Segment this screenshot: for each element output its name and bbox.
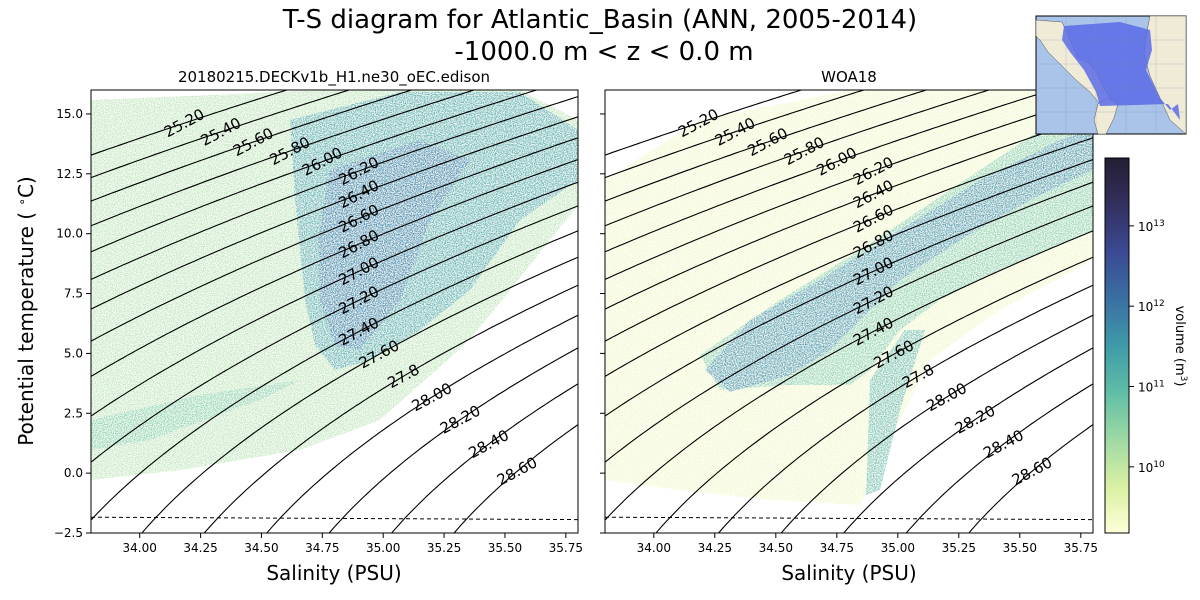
density-contour-l-4 (91, 90, 539, 253)
y-axis-label: Potential temperature ( ∘C) (14, 176, 38, 446)
right-x-axis-label: Salinity (PSU) (781, 561, 916, 585)
density-contour-l-15 (328, 347, 578, 533)
y-tick-label: 12.5 (56, 167, 83, 181)
y-tick-label: 10.0 (56, 227, 83, 241)
colorbar-tick-label: 1013 (1138, 219, 1165, 234)
density-contour-l-9 (91, 181, 578, 417)
x-tick-label: 35.00 (366, 541, 400, 555)
x-tick-label: 35.50 (488, 541, 522, 555)
colorbar-label: volume (m3) (1172, 306, 1188, 387)
right-freezing-line (605, 516, 1093, 521)
density-contour-r-16 (905, 383, 1093, 533)
atlantic-basin-map (1035, 15, 1187, 135)
density-contour-l-7 (91, 137, 578, 342)
density-contour-r-4 (605, 90, 1054, 253)
density-contour-r-8 (605, 158, 1093, 377)
density-contour-r-6 (605, 116, 1093, 310)
y-tick-label: 2.5 (64, 406, 83, 420)
x-tick-label: 34.75 (305, 541, 339, 555)
y-tick-label: 0.0 (64, 466, 83, 480)
x-tick-label: 34.75 (820, 541, 854, 555)
density-contour-l-16 (390, 383, 578, 533)
density-contour-label-r-14: 28.00 (923, 379, 969, 415)
y-tick-label: 15.0 (56, 107, 83, 121)
figure-title: T-S diagram for Atlantic_Basin (ANN, 200… (282, 5, 917, 35)
x-tick-label: 35.50 (1003, 541, 1037, 555)
left-volume-distribution (91, 90, 578, 480)
density-contour-l-6 (91, 116, 578, 310)
left-x-axis: 34.00 34.25 34.50 34.75 35.00 35.25 35.50 35.75 (123, 533, 583, 555)
colorbar-ticks: 1010 1011 1012 1013 (1129, 219, 1165, 475)
density-contour-l-17 (453, 424, 578, 533)
left-density-peak (318, 140, 470, 350)
density-contour-r-1 (605, 90, 866, 179)
density-contour-l-2 (91, 90, 414, 202)
x-tick-label: 35.75 (549, 541, 583, 555)
x-tick-label: 34.00 (637, 541, 671, 555)
left-axes-frame (90, 89, 579, 534)
density-contour-r-10 (605, 205, 1093, 463)
x-tick-label: 34.00 (123, 541, 157, 555)
density-contour-r-7 (605, 137, 1093, 342)
density-contour-r-14 (780, 314, 1093, 533)
left-x-axis-label: Salinity (PSU) (266, 561, 401, 585)
density-contour-r-12 (655, 256, 1093, 533)
right-ts-heatmap: 25.2025.4025.6025.8026.0026.2026.4026.60… (605, 90, 1093, 533)
density-contour-l-10 (91, 205, 578, 463)
density-contour-r-17 (968, 424, 1093, 533)
density-contour-r-2 (605, 90, 929, 202)
density-contour-label-r-17: 28.60 (1009, 453, 1055, 489)
density-contour-label-r-15: 28.20 (952, 402, 998, 438)
colorbar-tick-label: 1011 (1138, 380, 1165, 395)
y-tick-label: 5.0 (64, 346, 83, 360)
right-x-axis: 34.00 34.25 34.50 34.75 35.00 35.25 35.50 35.75 (637, 533, 1098, 555)
density-contour-l-13 (203, 284, 578, 533)
density-contour-r-9 (605, 181, 1093, 417)
figure-subtitle: -1000.0 m < z < 0.0 m (454, 37, 753, 67)
x-tick-label: 35.25 (942, 541, 976, 555)
density-contour-l-11 (91, 230, 578, 521)
right-axes-frame (604, 89, 1094, 534)
x-tick-label: 35.25 (427, 541, 461, 555)
x-tick-label: 35.75 (1064, 541, 1098, 555)
density-contour-l-3 (91, 90, 476, 227)
density-contour-r-13 (717, 284, 1093, 533)
colorbar-tick-label: 1010 (1138, 460, 1165, 475)
x-tick-label: 34.25 (183, 541, 217, 555)
density-contour-l-12 (141, 256, 578, 533)
left-y-axis: −2.5 0.0 2.5 5.0 7.5 10.0 12.5 15.0 (54, 107, 91, 540)
density-contour-label-r-16: 28.40 (980, 426, 1026, 462)
x-tick-label: 34.25 (698, 541, 732, 555)
left-density-mid (91, 370, 320, 450)
colorbar (1104, 157, 1130, 534)
density-contour-l-14 (266, 314, 578, 533)
density-contour-l-0 (91, 90, 289, 156)
y-tick-label: 7.5 (64, 287, 83, 301)
y-tick-label: −2.5 (54, 526, 83, 540)
right-y-axis (600, 113, 605, 534)
colorbar-tick-label: 1012 (1138, 299, 1165, 314)
left-density-empty (91, 210, 578, 533)
density-contour-l-5 (91, 96, 578, 280)
density-contour-r-11 (605, 230, 1093, 521)
density-contour-r-0 (605, 90, 803, 156)
density-contour-l-8 (91, 158, 578, 377)
density-contour-r-3 (605, 90, 991, 227)
right-panel-title: WOA18 (821, 68, 877, 86)
x-tick-label: 35.00 (881, 541, 915, 555)
left-ts-heatmap: 25.2025.4025.6025.8026.0026.2026.4026.60… (91, 90, 578, 533)
x-tick-label: 34.50 (244, 541, 278, 555)
left-panel-title: 20180215.DECKv1b_H1.ne30_oEC.edison (178, 68, 490, 87)
density-contour-r-15 (842, 347, 1093, 533)
right-density-plume (866, 330, 925, 495)
density-contour-l-1 (91, 90, 351, 179)
density-contour-r-5 (605, 96, 1093, 280)
x-tick-label: 34.50 (759, 541, 793, 555)
